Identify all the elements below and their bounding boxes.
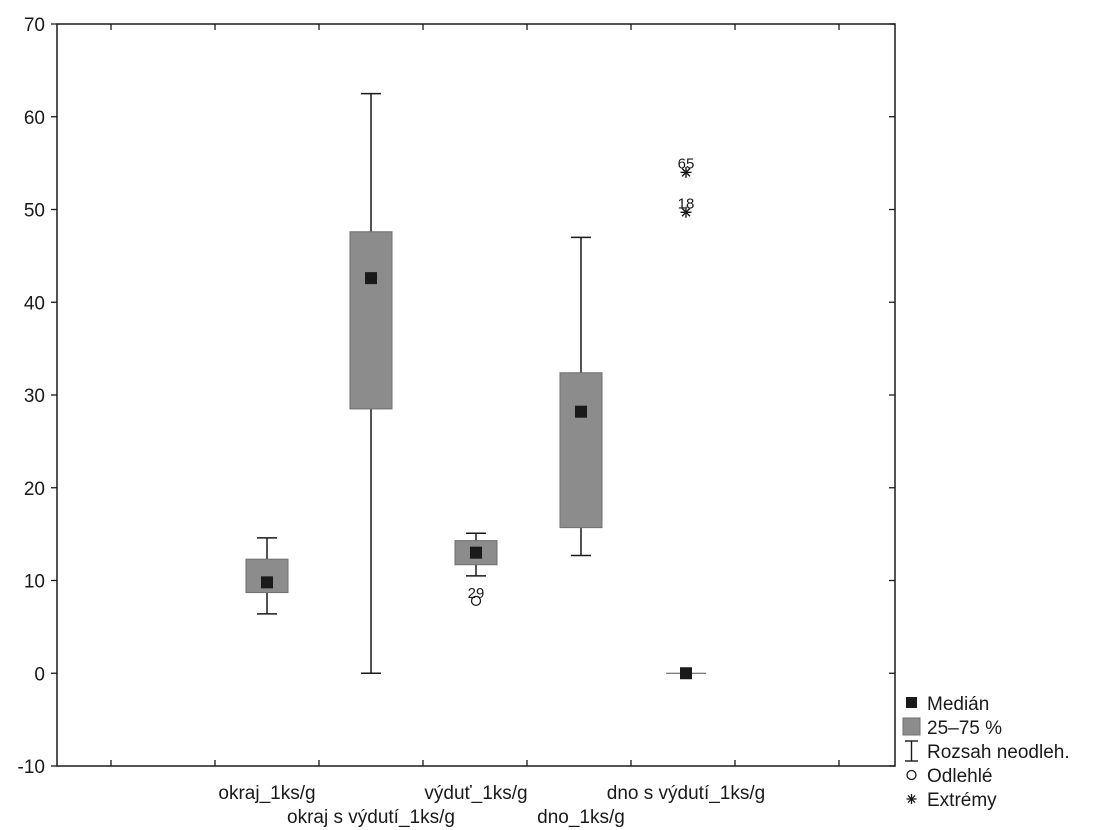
y-tick-label: -10 (18, 757, 45, 778)
extreme-point (681, 207, 691, 217)
y-tick-label: 10 (24, 572, 45, 593)
outlier-label: 29 (468, 585, 485, 602)
y-tick-label: 30 (24, 386, 45, 407)
x-category-label: dno_1ks/g (537, 807, 625, 828)
legend-label-median: Medián (927, 694, 989, 715)
y-tick-label: 60 (24, 108, 45, 129)
y-tick-label: 20 (24, 479, 45, 500)
plot-frame (56, 23, 896, 767)
x-category-label: okraj_1ks/g (218, 783, 315, 804)
extreme-label: 18 (678, 195, 695, 212)
y-tick-label: 70 (24, 15, 45, 36)
legend-label-outlier: Odlehlé (927, 766, 993, 787)
legend-extreme-swatch (907, 794, 916, 804)
extreme-point (681, 167, 691, 177)
median-marker (680, 667, 692, 680)
legend-label-box: 25–75 % (927, 718, 1002, 739)
legend-label-extreme: Extrémy (927, 790, 997, 811)
median-marker (470, 546, 482, 559)
extreme-label: 65 (678, 155, 695, 172)
median-marker (365, 272, 377, 285)
box-iqr (559, 372, 603, 529)
y-tick-label: 50 (24, 201, 45, 222)
legend-outlier-swatch (906, 769, 917, 781)
legend-median-swatch (906, 697, 917, 708)
legend-label-whisker: Rozsah neodleh. (927, 742, 1070, 763)
legend-box-swatch (902, 717, 921, 736)
x-category-label: dno s výdutí_1ks/g (607, 783, 765, 804)
x-category-label: okraj s výdutí_1ks/g (287, 807, 455, 828)
x-category-label: výduť_1ks/g (424, 783, 527, 804)
y-tick-label: 40 (24, 293, 45, 314)
box-iqr (349, 231, 393, 410)
median-marker (261, 576, 273, 589)
y-tick-label: 0 (34, 664, 45, 685)
outlier-point (470, 595, 482, 607)
median-marker (575, 405, 587, 418)
